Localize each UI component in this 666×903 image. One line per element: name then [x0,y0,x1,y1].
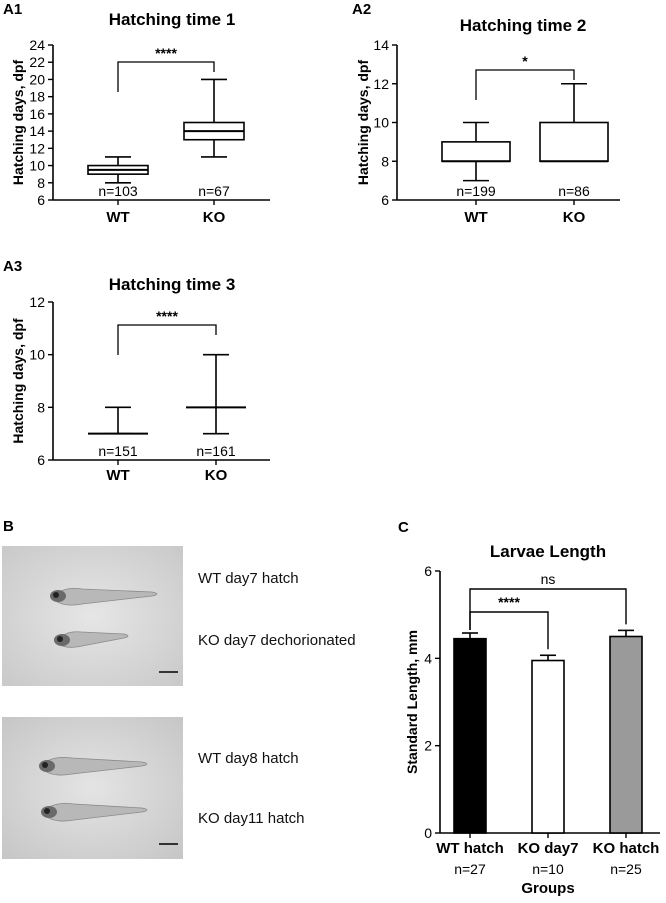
chart-title: Hatching time 2 [460,16,587,35]
y-axis-label: Hatching days, dpf [10,318,26,444]
panel-letter: C [398,519,409,536]
x-category-label: WT hatch [436,840,504,857]
sample-size-label: n=161 [196,443,236,459]
larvae-photo-bottom-drawing [2,717,183,859]
y-tick-label: 10 [29,347,45,363]
box-ko: n=86 [539,82,609,199]
y-tick-label: 20 [29,71,45,87]
x-category-label: KO hatch [593,840,660,857]
sample-size-label: n=10 [532,861,564,877]
significance-bracket [475,69,575,100]
x-category-label: WT [106,467,129,484]
x-category-label: KO day7 [518,840,579,857]
chart-a3: A3 Hatching time 3 Hatching days, dpf 6 8 10 1… [3,258,270,484]
y-tick-label: 12 [29,294,45,310]
photo-label-wt-day7: WT day7 hatch [198,570,299,587]
chart-title: Hatching time 3 [109,275,236,294]
y-tick-label: 8 [37,175,45,191]
bar-group: n=25 [609,629,643,877]
panel-letter: B [3,518,14,535]
chart-c: C Larvae Length Standard Length, mm 0 2 4 6 WT … [398,519,660,897]
significance-label: * [522,53,528,69]
y-axis-label: Standard Length, mm [404,630,420,774]
box-iqr [539,121,609,163]
y-tick-label: 8 [381,153,389,169]
y-tick-label: 6 [381,192,389,208]
y-axis-label: Hatching days, dpf [10,60,26,186]
y-tick-label: 22 [29,54,45,70]
sample-size-label: n=86 [558,183,590,199]
sample-size-label: n=103 [98,183,138,199]
x-axis-label: Groups [521,880,574,897]
larva-wt-day7 [50,588,158,606]
y-tick-label: 6 [424,563,432,579]
x-category-label: KO [205,467,228,484]
y-tick-label: 4 [424,650,432,666]
significance-bracket [469,588,627,631]
chart-title: Larvae Length [490,542,606,561]
box-ko: n=67 [183,78,245,199]
significance-bracket [117,61,215,92]
box-ko: n=161 [186,353,246,459]
significance-label: **** [156,308,178,324]
y-tick-label: 6 [37,452,45,468]
panel-letter: A3 [3,258,22,275]
sample-size-label: n=151 [98,443,138,459]
larva-ko-day11 [41,803,148,822]
bar [453,637,487,834]
box-wt: n=103 [87,156,149,199]
photo-label-ko-day11: KO day11 hatch [198,810,305,827]
y-tick-label: 16 [29,106,45,122]
x-category-label: WT [464,209,487,226]
panel-letter: A1 [3,1,22,18]
photo-label-ko-day7: KO day7 dechorionated [198,632,356,649]
larvae-photo-bottom [2,717,183,859]
bar [531,659,565,834]
chart-title: Hatching time 1 [109,10,236,29]
sample-size-label: n=25 [610,861,642,877]
box-iqr [441,141,511,163]
larvae-photo-top [2,546,183,686]
x-category-label: KO [203,209,226,226]
panel-letter: A2 [352,1,371,18]
y-tick-label: 6 [37,192,45,208]
y-tick-label: 8 [37,399,45,415]
y-axis-label: Hatching days, dpf [355,60,371,186]
sample-size-label: n=199 [456,183,496,199]
significance-label: ns [541,571,556,587]
y-tick-label: 18 [29,89,45,105]
larva-wt-day8 [39,757,148,776]
larva-ko-day7 [54,631,129,648]
y-tick-label: 2 [424,738,432,754]
y-tick-label: 24 [29,37,45,53]
y-tick-label: 10 [29,158,45,174]
box-wt: n=151 [88,406,148,459]
larvae-photo-top-drawing [2,546,183,686]
significance-label: **** [498,594,520,610]
y-tick-label: 0 [424,825,432,841]
x-category-label: WT [106,209,129,226]
significance-label: **** [155,45,177,61]
bar-group: n=27 [453,632,487,877]
y-tick-label: 14 [373,37,389,53]
bar [609,635,643,834]
sample-size-label: n=27 [454,861,486,877]
box-wt: n=199 [441,121,511,199]
bar-group: n=10 [531,654,565,877]
chart-a2: A2 Hatching time 2 Hatching days, dpf 6 8 10 1… [352,1,620,226]
y-tick-label: 12 [29,140,45,156]
photo-label-wt-day8: WT day8 hatch [198,750,299,767]
significance-bracket [117,324,217,355]
y-tick-label: 12 [373,76,389,92]
y-tick-label: 10 [373,115,389,131]
x-category-label: KO [563,209,586,226]
sample-size-label: n=67 [198,183,230,199]
y-tick-label: 14 [29,123,45,139]
